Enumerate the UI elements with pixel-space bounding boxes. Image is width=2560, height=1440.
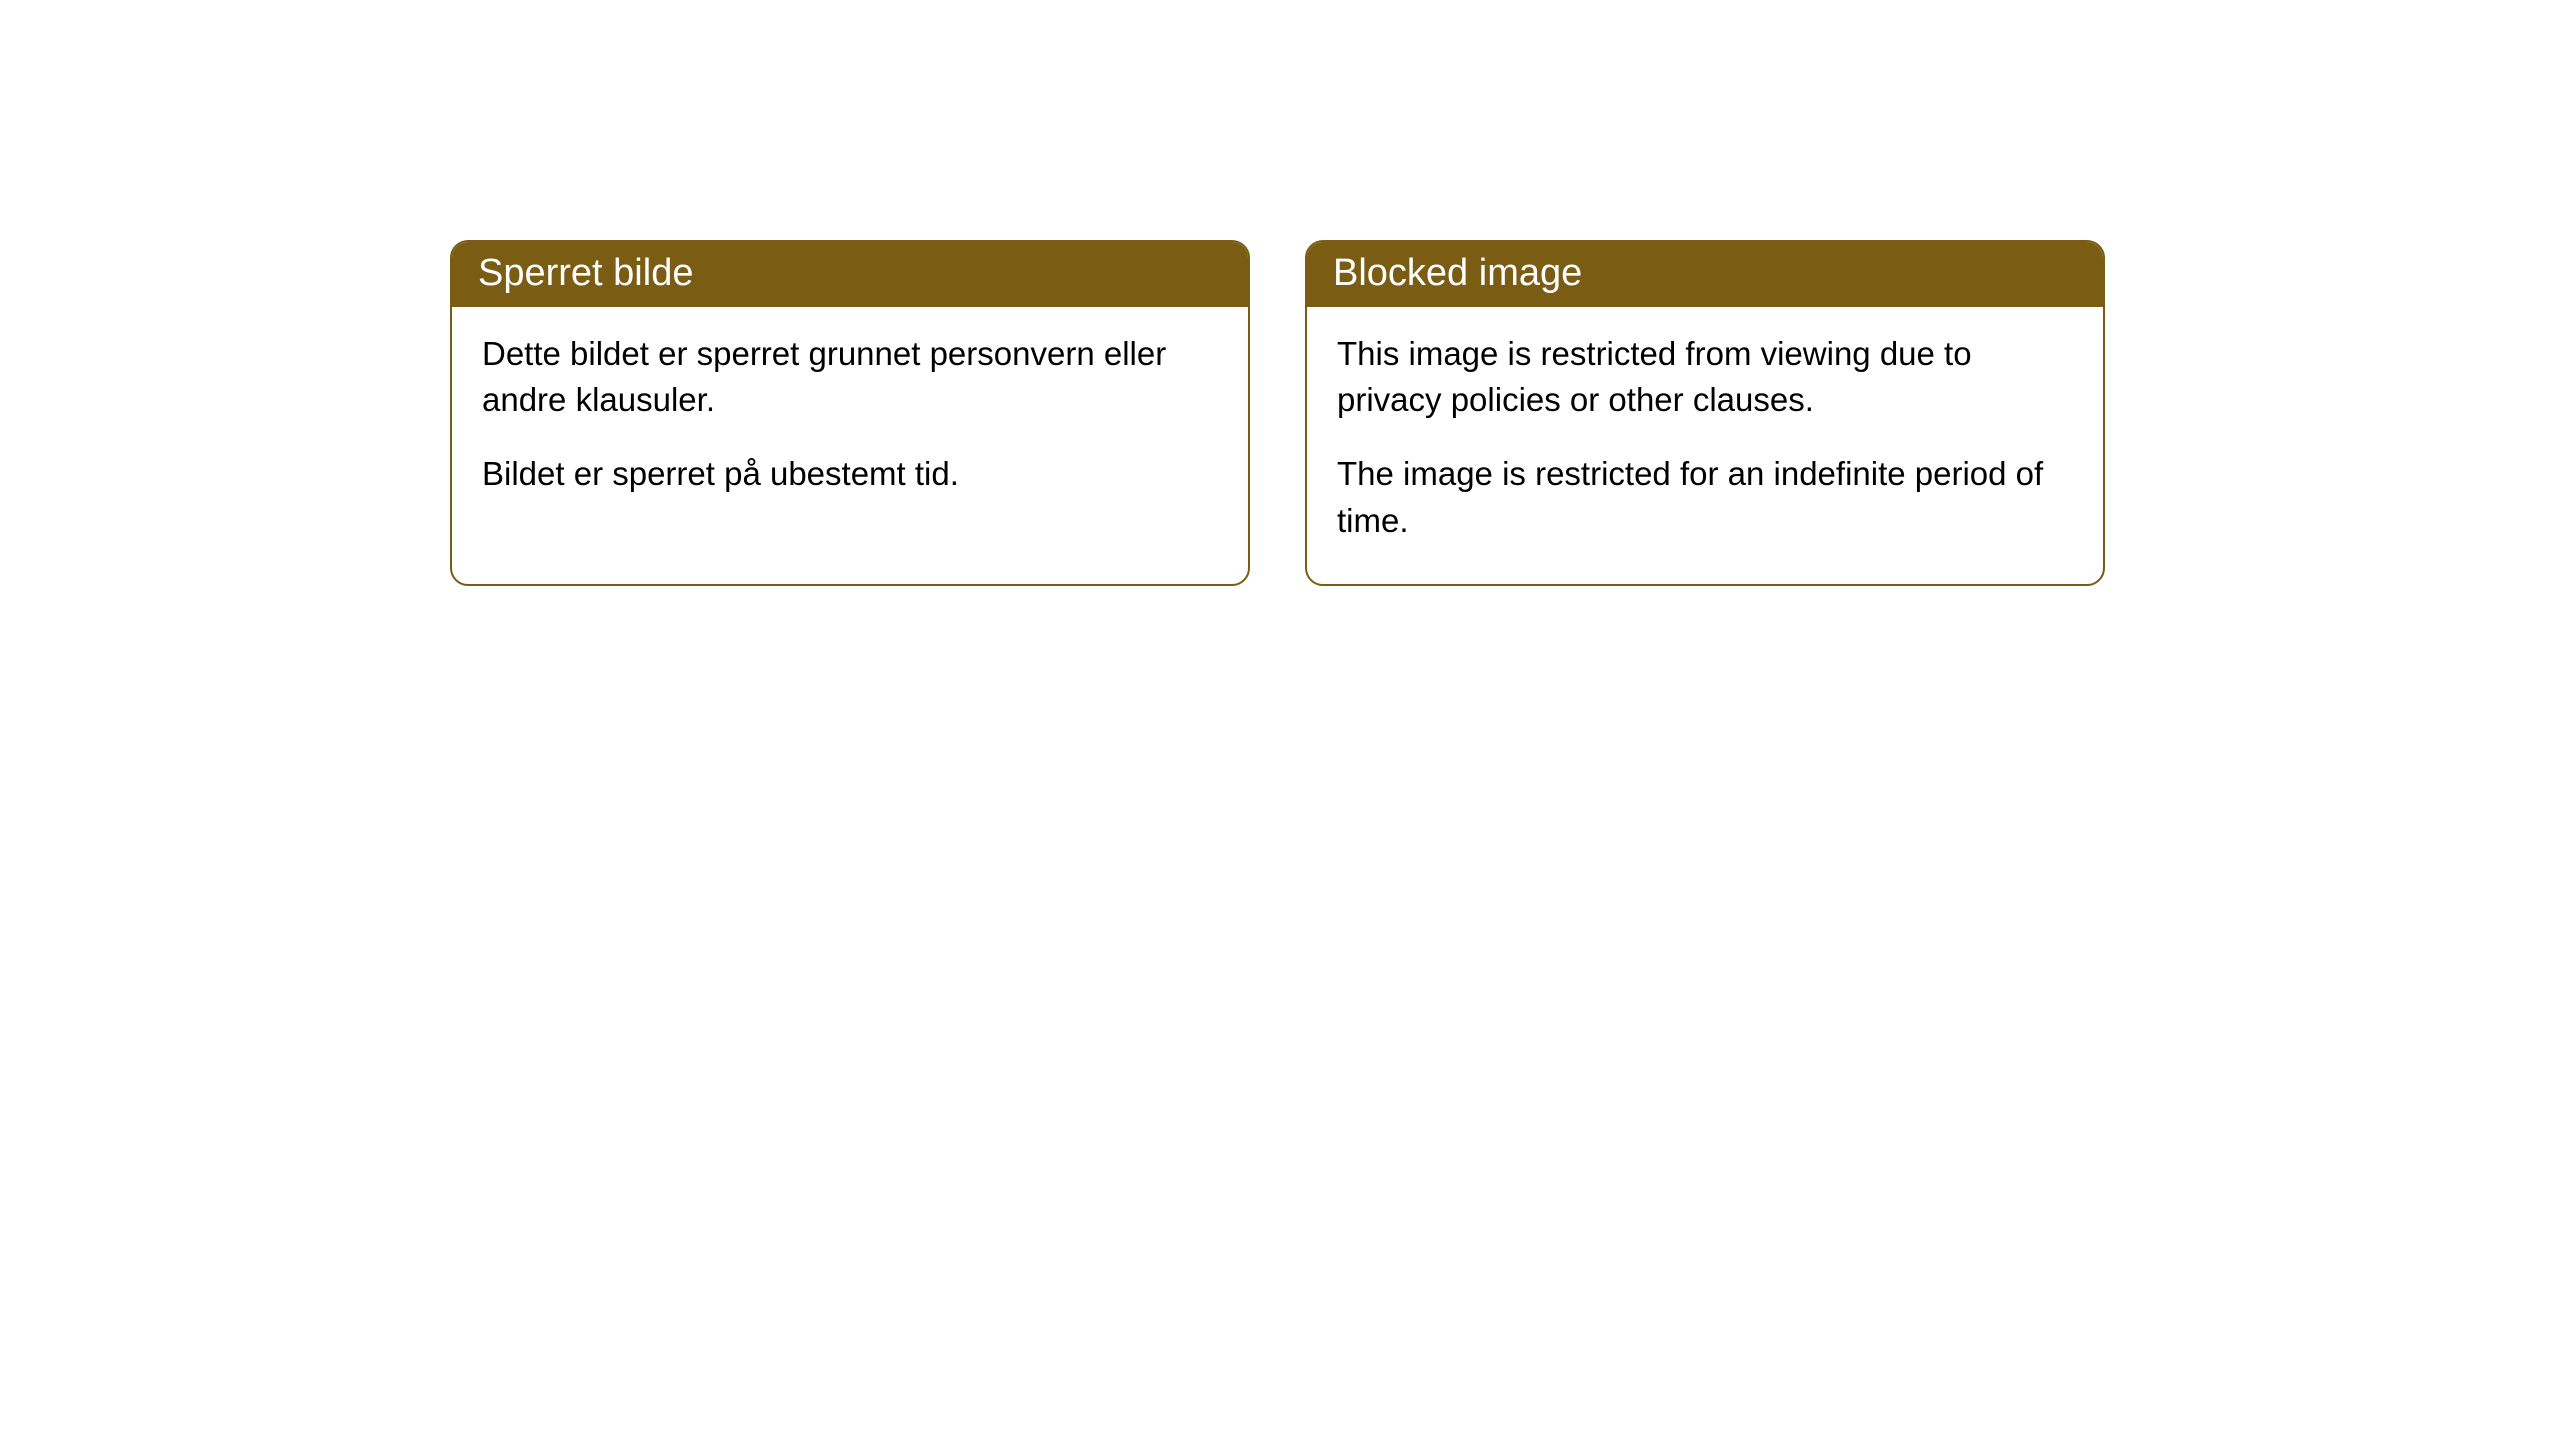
- card-paragraph-1: Dette bildet er sperret grunnet personve…: [482, 331, 1218, 423]
- card-paragraph-1: This image is restricted from viewing du…: [1337, 331, 2073, 423]
- card-header: Sperret bilde: [452, 242, 1248, 307]
- notice-card-english: Blocked image This image is restricted f…: [1305, 240, 2105, 586]
- card-body: This image is restricted from viewing du…: [1307, 307, 2103, 584]
- card-title: Blocked image: [1333, 252, 1582, 294]
- card-title: Sperret bilde: [478, 252, 693, 294]
- card-paragraph-2: The image is restricted for an indefinit…: [1337, 451, 2073, 543]
- notice-card-norwegian: Sperret bilde Dette bildet er sperret gr…: [450, 240, 1250, 586]
- card-paragraph-2: Bildet er sperret på ubestemt tid.: [482, 451, 1218, 497]
- card-body: Dette bildet er sperret grunnet personve…: [452, 307, 1248, 538]
- card-header: Blocked image: [1307, 242, 2103, 307]
- notice-container: Sperret bilde Dette bildet er sperret gr…: [0, 0, 2560, 586]
